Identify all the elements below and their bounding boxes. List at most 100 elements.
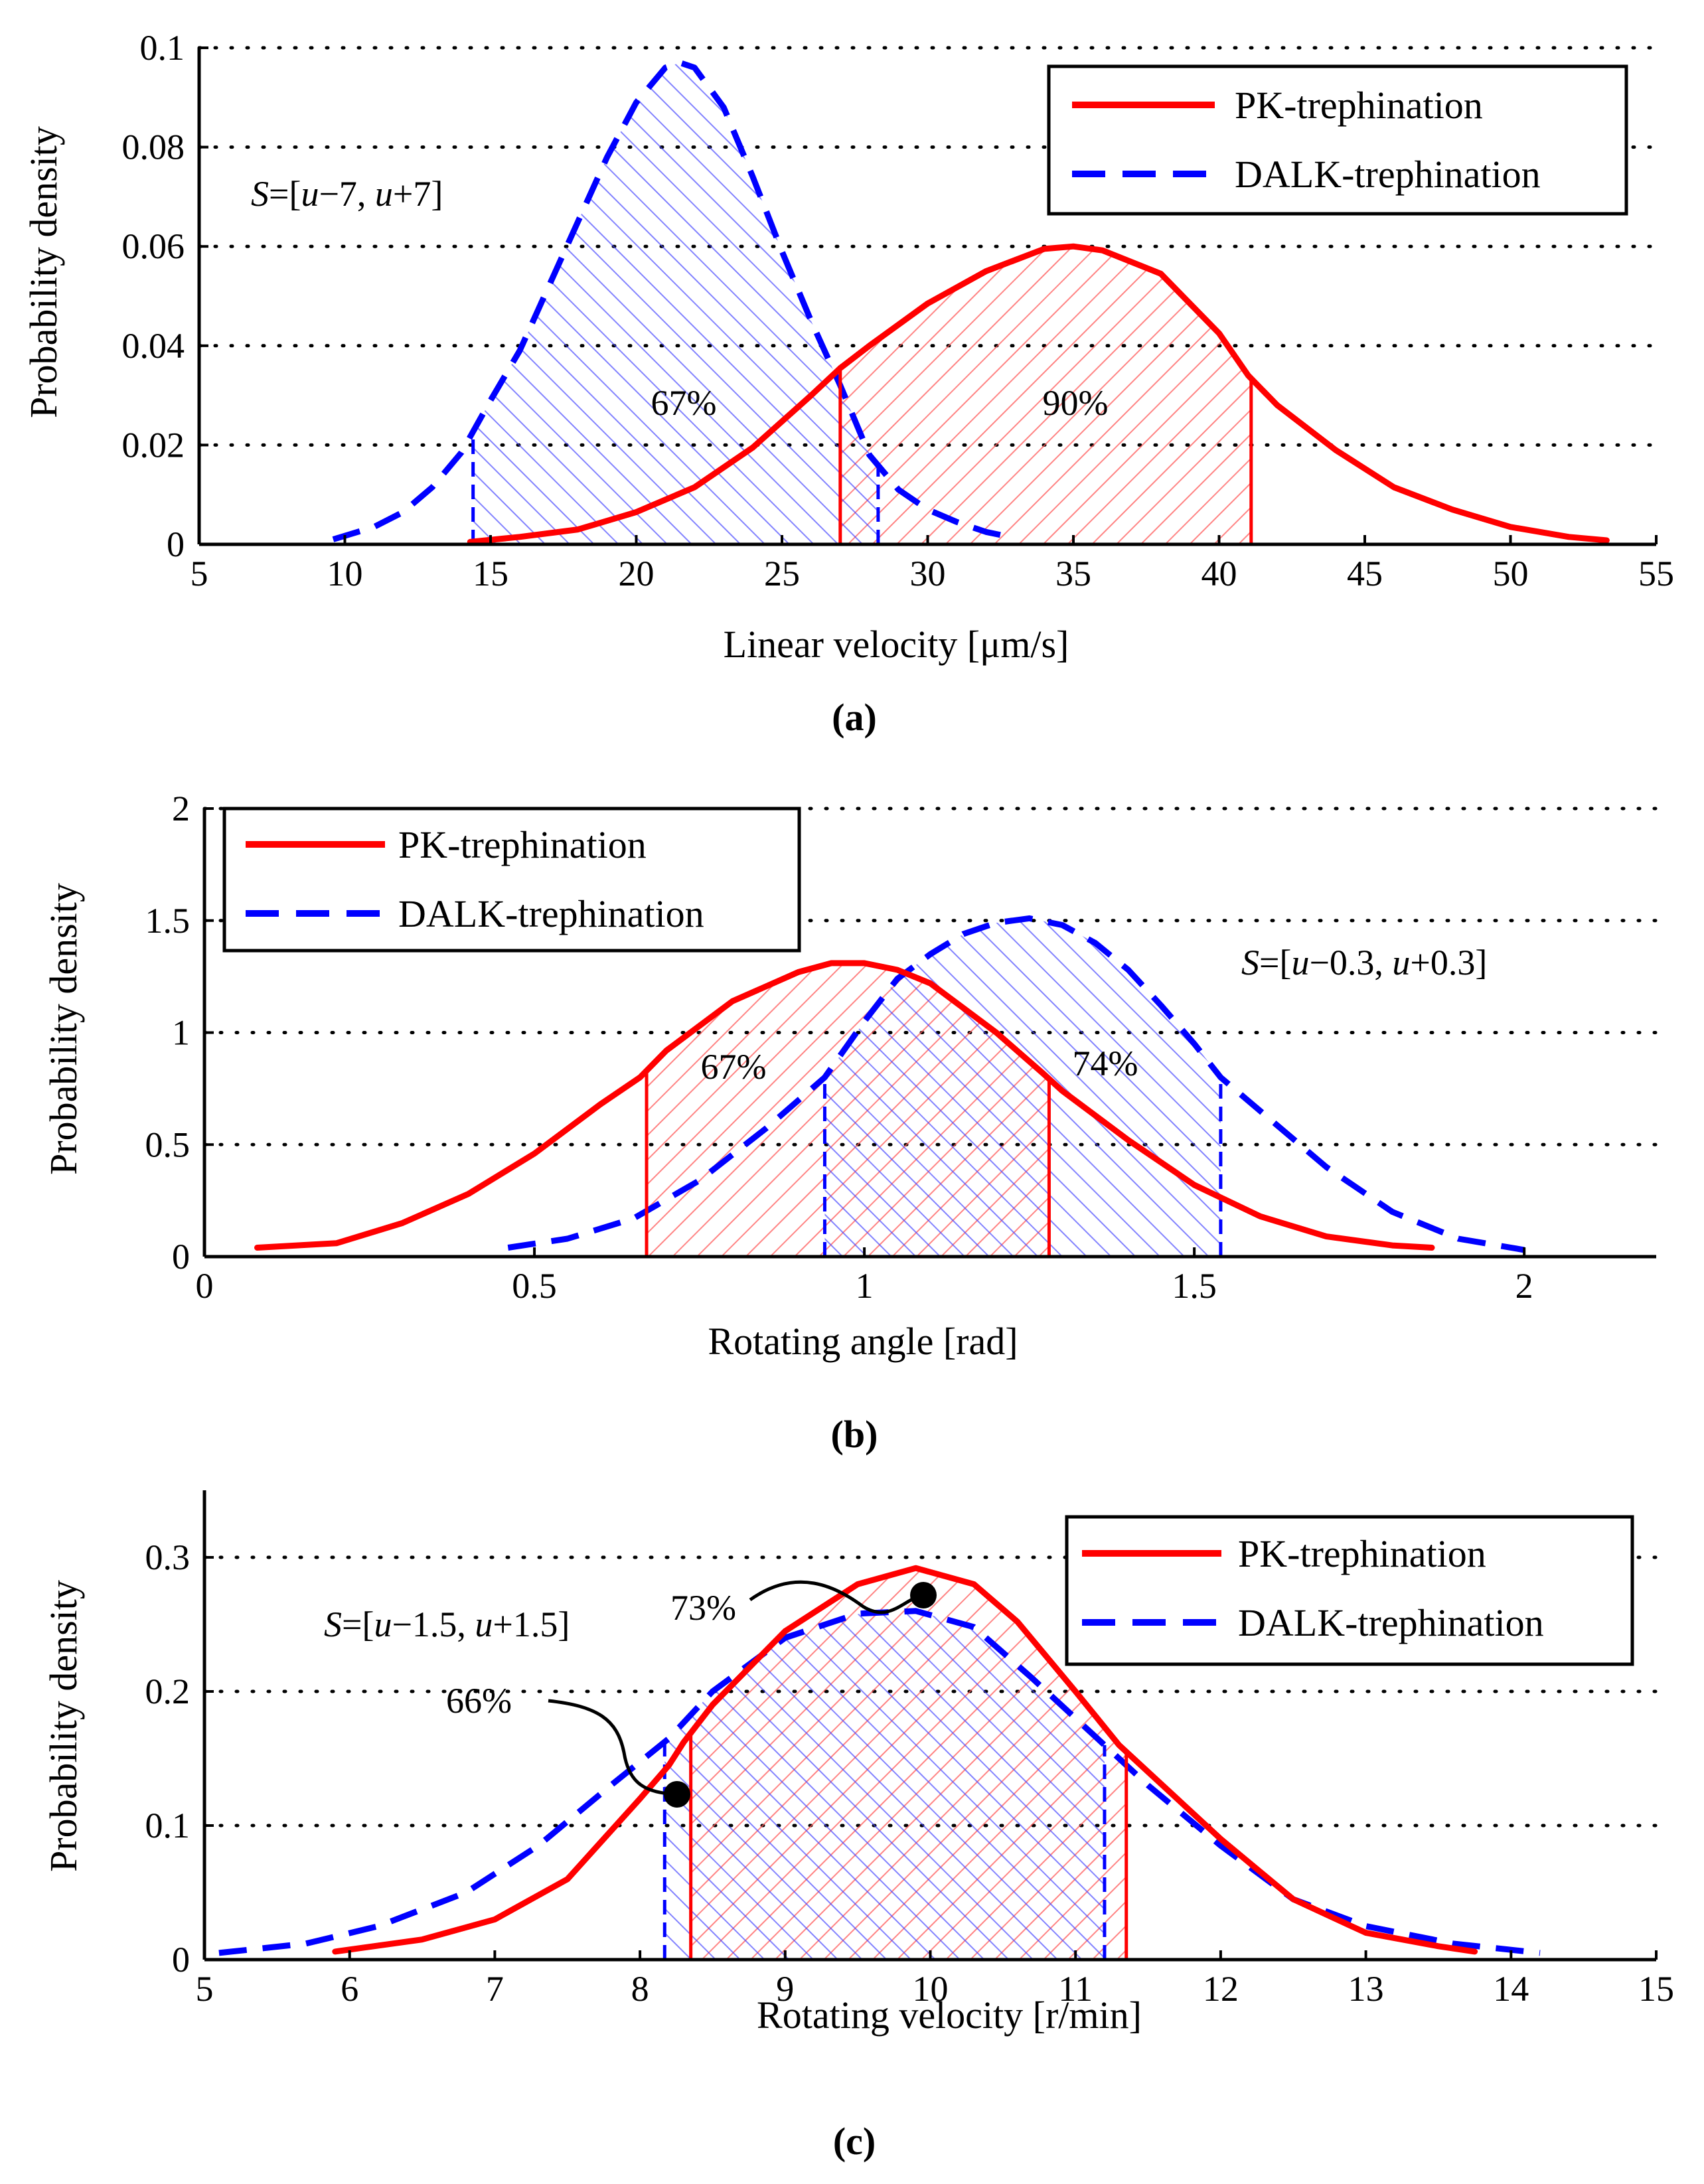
x-axis-label-c: Rotating velocity [r/min] — [757, 1993, 1142, 2037]
y-tick-label: 2 — [172, 789, 190, 828]
x-ticks-a: 5 10 15 20 25 30 35 40 45 50 55 — [191, 535, 1674, 593]
x-tick-label: 25 — [764, 554, 800, 593]
caption-a: (a) — [832, 696, 877, 739]
x-tick-label: 5 — [196, 1969, 214, 2009]
series-line-pk — [254, 960, 1435, 1251]
x-ticks-b: 0 0.5 1 1.5 2 — [196, 1247, 1533, 1306]
shaded-intervals-b — [647, 918, 1221, 1257]
y-tick-label: 0.06 — [122, 226, 185, 266]
x-tick-label: 7 — [486, 1969, 504, 2009]
interval-p1-b: =[ — [1259, 943, 1291, 982]
y-axis-label-b: Probability density — [42, 883, 85, 1175]
y-tick-label: 0.1 — [145, 1806, 191, 1845]
y-tick-label: 0.1 — [140, 28, 185, 68]
legend-label-dalk-a: DALK-trephination — [1235, 153, 1541, 196]
y-tick-label: 0.5 — [145, 1125, 191, 1164]
y-tick-label: 0.3 — [145, 1537, 191, 1577]
interval-s-b: S — [1241, 943, 1259, 982]
shaded-area-pk — [840, 246, 1251, 544]
shade-label-dalk: 74% — [1073, 1044, 1138, 1083]
y-tick-label: 0.2 — [145, 1672, 191, 1711]
y-tick-label: 0.08 — [122, 127, 185, 167]
interval-u1-a: u — [301, 174, 319, 214]
legend-c: PK-trephination DALK-trephination — [1065, 1515, 1634, 1666]
x-tick-label: 50 — [1493, 554, 1529, 593]
interval-u1-b: u — [1291, 943, 1309, 982]
y-ticks-b: 0 0.5 1 1.5 2 — [145, 789, 214, 1277]
x-tick-label: 2 — [1515, 1266, 1533, 1306]
interval-p3-b: +0.3] — [1410, 943, 1487, 982]
x-tick-label: 15 — [473, 554, 508, 593]
caption-c: (c) — [833, 2120, 876, 2163]
interval-s-a: S — [251, 174, 269, 214]
y-ticks-c: 0 0.1 0.2 0.3 — [145, 1537, 214, 1980]
callout-dot-66-c — [664, 1781, 690, 1808]
interval-p1-a: =[ — [269, 174, 301, 214]
legend-box-a — [1047, 64, 1628, 216]
shaded-area-dalk — [473, 63, 878, 544]
x-tick-label: 40 — [1201, 554, 1237, 593]
x-tick-label: 0 — [196, 1266, 214, 1306]
interval-p2-a: −7, — [319, 174, 374, 214]
panel-c: 5 6 7 8 9 10 11 12 13 14 15 0 0.1 0.2 0.3 Rotating ve… — [42, 1490, 1674, 2163]
callout-line-73-c — [749, 1580, 923, 1614]
x-tick-label: 8 — [631, 1969, 649, 2009]
x-tick-label: 10 — [913, 1969, 949, 2009]
x-tick-label: 20 — [619, 554, 655, 593]
y-axis-label-a: Probability density — [22, 126, 65, 418]
interval-p2-c: −1.5, — [392, 1604, 475, 1644]
legend-label-pk-b: PK-trephination — [398, 823, 647, 866]
legend-label-dalk-c: DALK-trephination — [1238, 1601, 1544, 1644]
x-ticks-c: 5 6 7 8 9 10 11 12 13 14 15 — [196, 1950, 1674, 2009]
legend-label-pk-a: PK-trephination — [1235, 84, 1483, 127]
interval-s-c: S — [324, 1604, 342, 1644]
callout-line-66-c — [548, 1699, 676, 1796]
callout-dot-73-c — [910, 1582, 937, 1608]
y-tick-label: 0.02 — [122, 425, 185, 465]
x-tick-label: 5 — [191, 554, 208, 593]
shade-labels-a: 90% 67% — [651, 383, 1109, 423]
y-ticks-a: 0 0.02 0.04 0.06 0.08 0.1 — [122, 28, 208, 564]
x-tick-label: 1.5 — [1172, 1266, 1217, 1306]
panel-b: 0 0.5 1 1.5 2 0 0.5 1 1.5 2 67% 74% Rotating angl… — [42, 789, 1658, 1456]
series-line-pk — [467, 243, 1610, 545]
x-tick-label: 14 — [1493, 1969, 1529, 2009]
interval-text-a: S=[u−7, u+7] — [251, 174, 443, 214]
x-tick-label: 9 — [776, 1969, 794, 2009]
interval-u2-b: u — [1392, 943, 1410, 982]
x-tick-label: 15 — [1638, 1969, 1674, 2009]
series-line-dalk — [332, 59, 1016, 542]
x-tick-label: 30 — [910, 554, 946, 593]
series-lines-b — [254, 915, 1525, 1257]
shade-label-pk: 90% — [1043, 383, 1109, 423]
interval-p2-b: −0.3, — [1309, 943, 1392, 982]
legend-b: PK-trephination DALK-trephination — [222, 807, 801, 953]
x-tick-label: 10 — [327, 554, 363, 593]
y-tick-label: 0 — [172, 1237, 190, 1277]
x-tick-label: 1 — [856, 1266, 874, 1306]
x-tick-label: 6 — [341, 1969, 358, 2009]
interval-p3-a: +7] — [393, 174, 443, 214]
series-line-pk — [332, 1565, 1478, 1955]
legend-box-c — [1065, 1515, 1634, 1666]
shade-label-pk: 67% — [701, 1047, 767, 1087]
interval-u2-c: u — [475, 1604, 493, 1644]
shade-label-73-c: 73% — [670, 1588, 736, 1628]
y-axis-label-c: Probability density — [42, 1580, 85, 1872]
legend-box-b — [222, 807, 801, 953]
series-line-dalk — [507, 915, 1525, 1253]
interval-text-c: S=[u−1.5, u+1.5] — [324, 1604, 570, 1644]
legend-label-dalk-b: DALK-trephination — [398, 892, 704, 935]
interval-u1-c: u — [374, 1604, 392, 1644]
x-axis-label-b: Rotating angle [rad] — [708, 1320, 1018, 1363]
shaded-intervals-c — [664, 1568, 1126, 1960]
x-tick-label: 0.5 — [512, 1266, 557, 1306]
x-tick-label: 12 — [1203, 1969, 1239, 2009]
caption-b: (b) — [831, 1413, 878, 1456]
x-tick-label: 11 — [1058, 1969, 1093, 2009]
x-tick-label: 35 — [1055, 554, 1091, 593]
interval-p1-c: =[ — [342, 1604, 374, 1644]
interval-u2-a: u — [375, 174, 393, 214]
shade-label-66-c: 66% — [446, 1681, 512, 1721]
